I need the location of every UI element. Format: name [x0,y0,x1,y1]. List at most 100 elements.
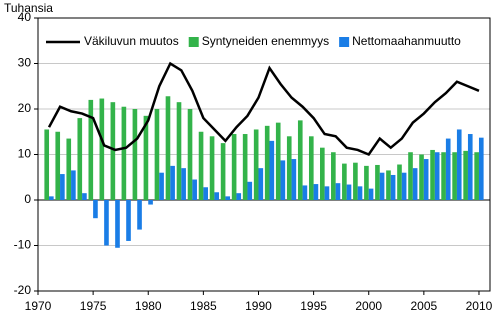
bar [423,159,429,200]
bar [313,184,319,200]
bar [308,136,314,200]
bar [379,172,385,200]
x-tick-label: 1980 [135,299,162,313]
bar [368,188,374,200]
bar [364,165,369,200]
legend-label: Väkiluvun muutos [84,34,179,48]
bar [176,102,182,200]
x-tick-label: 1975 [80,299,107,313]
bar [408,152,413,200]
bar [324,186,330,200]
bar [198,131,204,200]
bar [126,200,131,241]
bar [159,172,164,200]
bar [280,160,286,200]
bar [346,184,352,200]
bar [474,152,479,200]
x-tick-label: 2000 [355,299,382,313]
bar [60,174,65,200]
bar [71,170,76,200]
bar [264,125,270,200]
bar [390,174,396,200]
bar [419,154,424,200]
bar [115,200,120,248]
bar [132,109,138,200]
bar [253,129,259,200]
bar [331,152,336,200]
y-tick-label: 0 [24,192,31,206]
plot-frame [37,17,491,292]
bar [231,134,237,200]
bar [467,134,473,200]
legend-swatch [188,37,199,47]
x-tick-label: 2005 [411,299,438,313]
bar [302,185,308,200]
bar [456,129,462,200]
bar [143,115,149,200]
bar [181,168,186,200]
y-tick-label: -10 [14,238,32,252]
bar [55,131,61,200]
bar [104,200,109,246]
bar [148,200,153,205]
x-tick-label: 1995 [300,299,327,313]
line [47,61,480,157]
bar [154,109,160,200]
x-tick-label: 1970 [25,299,52,313]
x-tick-label: 1985 [190,299,217,313]
bar [88,99,94,200]
legend-swatch [339,37,350,47]
x-tick-label: 1990 [245,299,272,313]
bar [99,98,105,200]
bar [434,152,440,200]
y-tick-label: -20 [14,283,32,297]
bar [121,106,127,200]
bar [342,163,347,200]
bar [386,170,391,200]
x-tick-label: 2010 [466,299,493,313]
bar [170,165,175,200]
bar [44,129,50,200]
bar [225,196,231,200]
bar [357,186,363,200]
bar [286,136,292,200]
y-axis-label: Tuhansia [4,1,53,15]
y-tick-label: 10 [18,147,32,161]
legend-label: Nettomaahanmuutto [352,34,461,48]
bar [187,109,193,200]
bar [297,120,303,200]
bar [214,192,220,200]
bar [49,196,54,200]
bar [82,193,87,200]
y-tick-label: 30 [18,56,32,70]
bar [452,152,457,200]
bar [478,137,484,200]
bar [137,200,142,230]
bar [463,150,468,200]
bar [401,172,407,200]
bar [203,187,208,200]
bar [375,164,380,200]
bar [430,149,435,200]
bar [93,200,98,219]
bar [220,143,226,200]
bar [258,168,264,200]
bar [353,162,358,200]
bar [335,183,341,200]
bar [291,159,297,200]
bar [412,168,418,200]
y-tick-label: 20 [18,101,32,115]
bar [247,181,253,200]
bar [66,138,72,200]
bar [77,118,83,200]
bar [242,134,248,200]
bar [445,138,451,200]
bar [441,152,446,200]
bar [269,140,275,200]
bar [209,136,215,200]
bar [397,164,402,200]
bar [275,122,281,200]
y-tick-label: 40 [18,10,32,24]
bar [192,179,197,200]
